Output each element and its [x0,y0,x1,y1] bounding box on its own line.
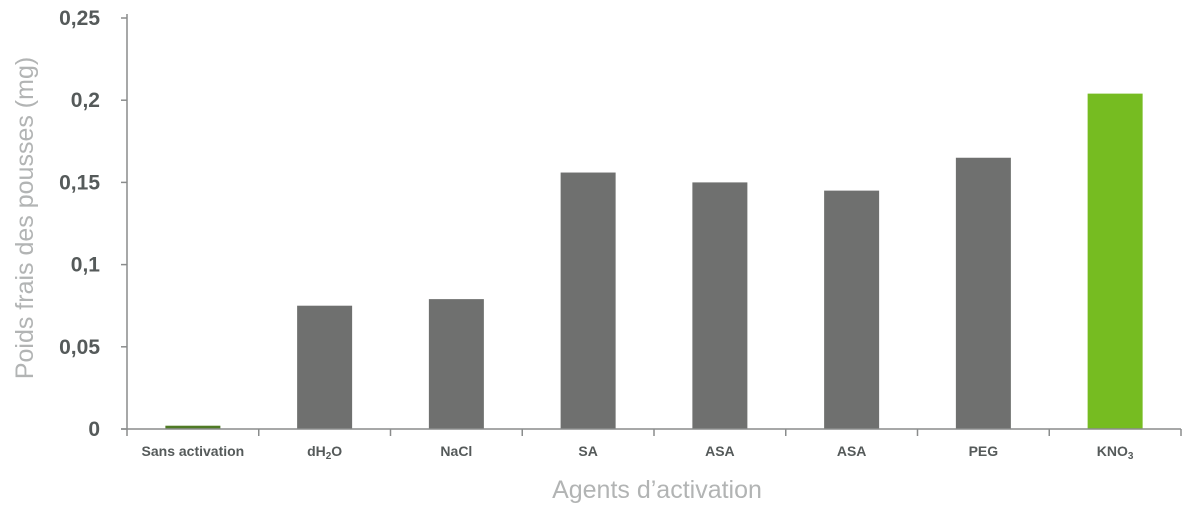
axes [121,14,1181,430]
y-tick-label: 0 [88,418,100,441]
x-tick-label: NaCl [440,443,472,459]
y-tick-label: 0,2 [71,89,100,112]
x-tick-label: dH2O [307,443,342,462]
bar [297,305,353,429]
y-tick-label: 0,25 [59,7,100,30]
x-tick-label: ASA [837,443,867,459]
x-tick-label: PEG [969,443,999,459]
bar [1087,93,1143,430]
x-axis-title: Agents d’activation [552,476,762,504]
bars [165,93,1143,430]
y-tick-label: 0,1 [71,254,101,277]
bar [692,182,748,429]
bar [560,172,616,429]
x-tick-label: SA [578,443,597,459]
bar [824,190,880,429]
y-axis-title: Poids frais des pousses (mg) [11,57,39,379]
x-tick-label: KNO3 [1097,443,1134,462]
x-axis-ticks: Sans activation dH2O NaCl SA ASA ASA PEG KNO3 [126,429,1182,462]
y-tick-label: 0,15 [59,171,100,194]
x-tick-label: ASA [705,443,735,459]
bar [428,299,484,429]
y-axis-ticks: 0 0,05 0,1 0,15 0,2 0,25 [59,7,127,441]
y-tick-label: 0,05 [59,336,100,359]
bar [955,157,1011,430]
bar [165,425,221,429]
x-tick-label: Sans activation [142,443,245,459]
